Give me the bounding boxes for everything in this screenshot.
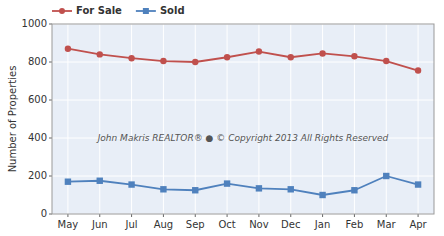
series-point [160, 58, 166, 64]
x-tick-label: Jan [314, 219, 330, 230]
series-point [65, 179, 71, 185]
series-point [192, 187, 198, 193]
legend-label: For Sale [76, 5, 122, 16]
legend-label: Sold [160, 5, 185, 16]
y-axis-label: Number of Properties [7, 66, 18, 173]
series-point [383, 173, 389, 179]
series-point [351, 53, 357, 59]
x-tick-label: Oct [218, 219, 235, 230]
y-tick-label: 600 [28, 94, 47, 105]
series-point [224, 180, 230, 186]
x-grid-line [163, 24, 164, 214]
y-grid-line [52, 62, 434, 63]
series-point [224, 54, 230, 60]
x-tick-label: Aug [154, 219, 174, 230]
legend: For Sale Sold [52, 5, 185, 16]
series-point [256, 185, 262, 191]
series-point [160, 186, 166, 192]
axes: 0 200 400 600 800 1000 May Jun Jul Aug Sep Oct Nov De… [22, 18, 434, 230]
x-tick-label: Nov [249, 219, 269, 230]
x-tick-label: Mar [377, 219, 397, 230]
series-point [288, 186, 294, 192]
series-line [68, 176, 418, 195]
series-point [65, 46, 71, 52]
x-grid-line [290, 24, 291, 214]
series-point [192, 59, 198, 65]
x-grid-line [386, 24, 387, 214]
series-point [128, 55, 134, 61]
watermark: John Makris REALTOR® ● © Copyright 2013 … [96, 133, 389, 143]
x-grid-line [354, 24, 355, 214]
x-tick-label: Apr [409, 219, 427, 230]
y-tick-label: 800 [28, 56, 47, 67]
legend-marker [143, 8, 149, 14]
x-tick-label: Sep [186, 219, 205, 230]
plot-frame [52, 24, 434, 214]
y-grid-line [52, 100, 434, 101]
series-point [319, 192, 325, 198]
series-point [383, 58, 389, 64]
y-tick-label: 400 [28, 132, 47, 143]
series-point [319, 50, 325, 56]
grid [52, 24, 434, 214]
series-point [128, 181, 134, 187]
data [65, 46, 422, 199]
series-point [97, 178, 103, 184]
y-tick-label: 200 [28, 170, 47, 181]
series-point [351, 187, 357, 193]
series-line [68, 49, 418, 71]
x-grid-line [195, 24, 196, 214]
x-tick-label: Jun [91, 219, 108, 230]
y-grid-line [52, 176, 434, 177]
x-tick-label: Dec [281, 219, 300, 230]
x-tick-label: Feb [346, 219, 364, 230]
legend-marker [59, 8, 65, 14]
chart: 0 200 400 600 800 1000 May Jun Jul Aug Sep Oct Nov De… [0, 0, 444, 236]
x-grid-line [67, 24, 68, 214]
series-point [97, 51, 103, 57]
x-tick-label: Jul [125, 219, 138, 230]
series-point [288, 54, 294, 60]
x-tick-label: May [58, 219, 79, 230]
y-tick-label: 0 [41, 208, 47, 219]
series-point [256, 48, 262, 54]
plot-background [52, 24, 434, 214]
series-point [415, 67, 421, 73]
y-tick-label: 1000 [22, 18, 47, 29]
series-point [415, 181, 421, 187]
